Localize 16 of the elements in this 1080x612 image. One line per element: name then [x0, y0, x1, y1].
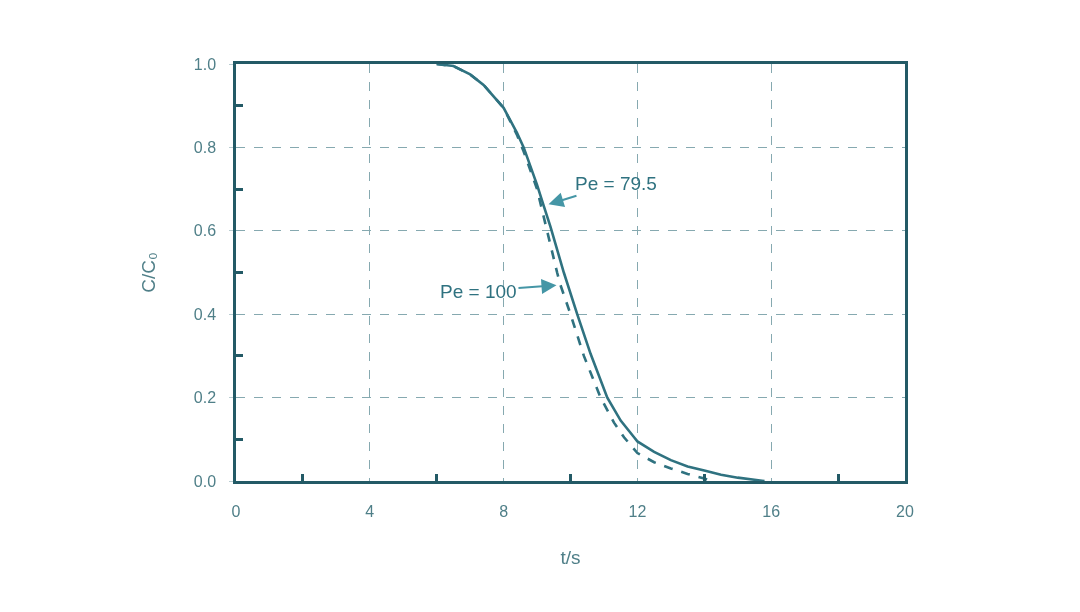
y-tick-label: 0.2 — [193, 389, 217, 407]
y-tick-label: 0.6 — [193, 222, 217, 240]
x-tick-label: 20 — [896, 502, 914, 520]
x-tick-label: 12 — [628, 502, 647, 520]
x-tick-label: 16 — [762, 502, 781, 520]
x-axis-title: t/s — [560, 546, 581, 568]
y-tick-label: 0.4 — [193, 305, 217, 323]
text: Pe = 100 — [440, 281, 517, 302]
x-tick-label: 8 — [499, 502, 509, 520]
y-tick-label: 1.0 — [193, 55, 217, 73]
y-axis-title: C/C₀ — [137, 252, 159, 293]
x-tick-label: 4 — [365, 502, 375, 520]
x-tick-label: 0 — [231, 502, 241, 520]
y-tick-label: 0.0 — [193, 472, 217, 490]
series-label: Pe = 79.5 — [575, 173, 657, 194]
y-tick-label: 0.8 — [193, 139, 217, 156]
